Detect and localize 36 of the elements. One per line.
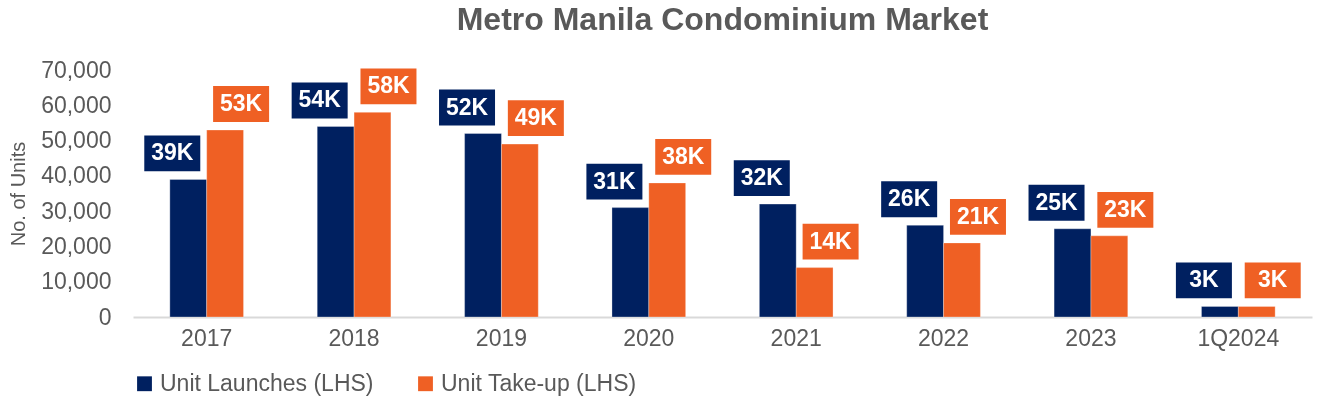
- data-label: 53K: [220, 89, 263, 116]
- data-label: 3K: [1258, 266, 1288, 293]
- data-label: 3K: [1189, 266, 1219, 293]
- x-tick-label: 2020: [623, 324, 675, 351]
- data-label: 32K: [740, 164, 784, 191]
- x-tick-label: 2017: [181, 324, 233, 351]
- y-tick-label: 70,000: [41, 56, 112, 83]
- x-tick-label: 2022: [917, 324, 970, 351]
- data-label: 25K: [1035, 188, 1078, 215]
- data-label: 54K: [298, 86, 342, 113]
- legend-label: Unit Launches (LHS): [160, 369, 374, 396]
- y-tick-label: 40,000: [41, 162, 112, 189]
- x-tick-label: 2023: [1065, 324, 1117, 351]
- data-label: 38K: [662, 142, 705, 169]
- x-tick-label: 2021: [770, 324, 822, 351]
- x-tick-label: 2019: [475, 324, 528, 351]
- data-label: 26K: [888, 185, 931, 212]
- y-tick-label: 60,000: [41, 91, 112, 118]
- y-tick-label: 30,000: [41, 197, 112, 224]
- data-label: 23K: [1104, 195, 1147, 222]
- data-label: 21K: [956, 202, 1000, 229]
- y-tick-label: 0: [98, 303, 112, 330]
- x-tick-label: 1Q2024: [1197, 324, 1280, 351]
- y-tick-label: 10,000: [41, 268, 112, 295]
- y-tick-label: 20,000: [41, 232, 112, 259]
- y-axis-title: No. of Units: [7, 141, 30, 247]
- data-label: 52K: [445, 93, 489, 120]
- chart-title: Metro Manila Condominium Market: [456, 1, 989, 37]
- data-label: 14K: [809, 227, 853, 254]
- y-tick-label: 50,000: [41, 127, 112, 154]
- data-label: 31K: [593, 167, 636, 194]
- legend-label: Unit Take-up (LHS): [441, 369, 637, 396]
- data-label: 49K: [514, 104, 558, 131]
- data-label: 39K: [151, 139, 194, 166]
- data-label: 58K: [367, 72, 410, 99]
- x-tick-label: 2018: [328, 324, 380, 351]
